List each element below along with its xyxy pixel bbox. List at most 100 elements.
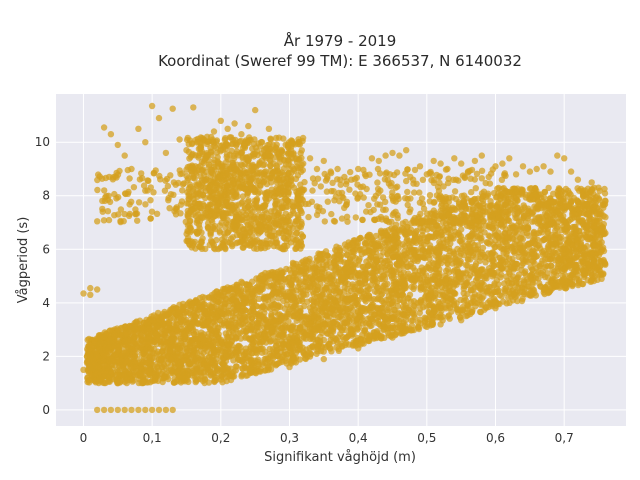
data-point [178, 325, 185, 332]
data-point [161, 308, 168, 316]
data-point [414, 272, 422, 279]
data-point [199, 356, 206, 363]
data-point [314, 337, 321, 344]
data-point [171, 379, 178, 386]
data-point [484, 299, 492, 306]
data-point [311, 325, 318, 333]
data-point [524, 207, 532, 214]
data-point [225, 373, 232, 380]
data-point [588, 277, 595, 284]
data-point [534, 268, 542, 276]
data-point [567, 216, 574, 223]
data-point [306, 344, 313, 352]
data-point [560, 245, 567, 253]
data-point [520, 257, 527, 264]
data-point [207, 326, 214, 333]
data-point [496, 261, 503, 269]
data-point [510, 260, 517, 267]
data-point [537, 222, 544, 229]
data-point [445, 269, 453, 276]
data-point [293, 271, 300, 278]
data-point [168, 366, 175, 374]
data-point [218, 293, 226, 300]
data-point [120, 349, 128, 356]
data-point [93, 335, 101, 342]
data-point [344, 251, 351, 258]
data-point [362, 308, 369, 315]
data-point [493, 277, 501, 284]
data-point [362, 242, 369, 249]
data-point [443, 254, 450, 262]
data-point [167, 356, 175, 363]
data-point [461, 282, 469, 290]
data-point [333, 336, 340, 343]
data-point [119, 363, 127, 370]
data-point [555, 260, 562, 268]
data-point [476, 272, 484, 279]
data-point [380, 272, 388, 279]
data-point [84, 378, 91, 386]
data-point [333, 252, 340, 259]
data-point [522, 191, 530, 198]
data-point [241, 360, 248, 368]
data-point [214, 349, 221, 356]
data-point [357, 234, 364, 242]
data-point [220, 360, 228, 368]
data-point [318, 272, 325, 280]
data-point [482, 259, 489, 266]
data-point [442, 275, 450, 282]
data-point [471, 241, 478, 249]
data-point [114, 343, 121, 350]
data-point [237, 290, 244, 297]
data-point [579, 200, 587, 207]
data-point [299, 258, 307, 265]
data-point [174, 346, 181, 353]
data-point [554, 231, 561, 238]
data-point [444, 260, 451, 268]
data-point [518, 297, 526, 305]
data-point [532, 215, 539, 222]
data-point [376, 310, 384, 318]
data-point [261, 305, 269, 312]
data-point [418, 299, 425, 306]
data-point [302, 335, 310, 342]
data-point [380, 325, 388, 333]
data-point [434, 222, 441, 229]
data-point [311, 263, 319, 271]
data-point [402, 328, 410, 335]
data-point [115, 327, 122, 334]
data-point [469, 280, 476, 288]
data-point [334, 314, 342, 321]
data-point [395, 244, 402, 251]
data-point [146, 364, 154, 372]
data-point [456, 237, 463, 245]
data-point [419, 228, 426, 235]
data-point [489, 241, 497, 248]
data-point [524, 223, 531, 230]
data-point [372, 332, 379, 339]
data-point [472, 266, 480, 273]
data-point [133, 318, 140, 325]
data-point [248, 301, 256, 308]
data-point [387, 324, 394, 332]
data-point [411, 313, 418, 321]
data-point [254, 323, 261, 330]
data-point [341, 336, 348, 343]
data-point [483, 284, 491, 292]
data-point [601, 260, 609, 267]
data-point [418, 280, 425, 287]
data-point [556, 238, 564, 245]
data-point [541, 189, 549, 196]
data-point [455, 268, 462, 275]
data-point [302, 315, 309, 323]
data-point [510, 223, 517, 230]
data-point [304, 298, 311, 305]
data-point [316, 251, 323, 258]
data-point [342, 341, 349, 349]
data-point [381, 264, 388, 271]
data-point [277, 325, 285, 332]
data-point [178, 316, 185, 323]
data-point [283, 354, 290, 362]
data-point [377, 296, 384, 303]
